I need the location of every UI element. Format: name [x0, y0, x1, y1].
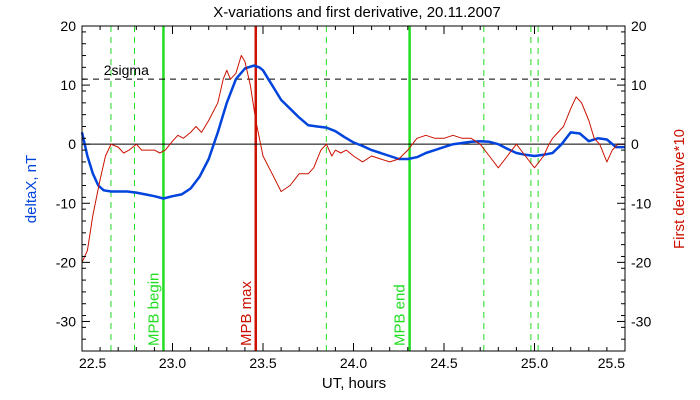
chart-title: X-variations and first derivative, 20.11… [213, 4, 500, 21]
threshold-layer: 2sigma [82, 62, 625, 145]
y-tick-label-left: -30 [56, 313, 76, 329]
marker-label: MPB begin [145, 273, 162, 346]
series-line-derivative [81, 55, 625, 263]
markers-layer: MPB begin MPB max MPB end [110, 26, 539, 351]
y-tick-label-right: -10 [631, 195, 651, 211]
y-tick-label-left: 10 [60, 77, 76, 93]
x-tick-label: 24.0 [340, 355, 367, 371]
y-tick-label-right: 0 [631, 136, 639, 152]
y-tick-label-left: -20 [56, 254, 76, 270]
axes-layer: 22.5 23.0 23.5 24.0 24.5 25.0 25.5 20 20 10 10 0 0 -1… [56, 18, 652, 371]
x-tick-label: 24.5 [430, 355, 457, 371]
y-tick-label-right: 10 [631, 77, 647, 93]
marker-label: MPB end [392, 284, 409, 346]
y-tick-label-right: 20 [631, 18, 647, 34]
y-tick-label-left: -10 [56, 195, 76, 211]
x-tick-label: 25.0 [521, 355, 548, 371]
x-tick-label: 23.5 [249, 355, 276, 371]
y-tick-label-left: 20 [60, 18, 76, 34]
y-tick-label-right: -20 [631, 254, 651, 270]
y-tick-label-right: -30 [631, 313, 651, 329]
y-axis-label-left: deltaX, nT [23, 155, 40, 223]
marker-label: MPB max [238, 280, 255, 346]
x-tick-label: 23.0 [159, 355, 186, 371]
x-tick-label: 22.5 [79, 355, 106, 371]
x-axis-label: UT, hours [322, 375, 386, 392]
threshold-label: 2sigma [104, 62, 149, 78]
y-tick-label-left: 0 [68, 136, 76, 152]
series-line-deltax [80, 64, 625, 200]
y-axis-label-right: First derivative*10 [671, 129, 688, 249]
series-layer [80, 55, 625, 263]
x-tick-label: 25.5 [598, 355, 625, 371]
